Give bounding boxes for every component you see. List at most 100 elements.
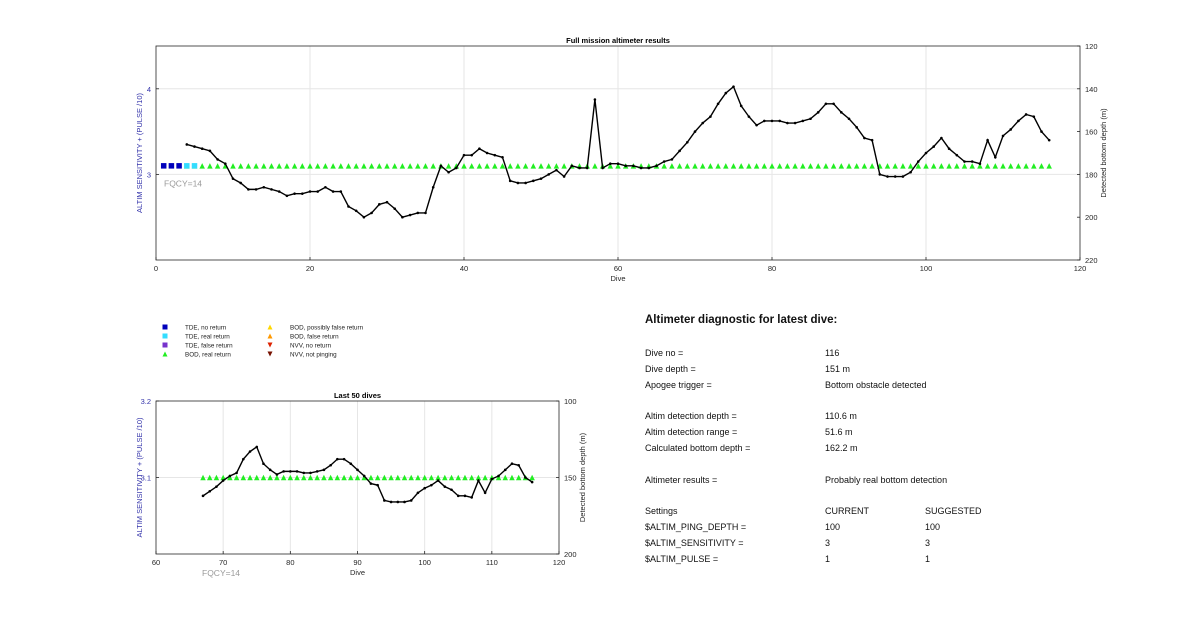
- depth-data-point: [678, 149, 681, 153]
- marker-point: [230, 163, 236, 169]
- marker-point: [261, 163, 267, 169]
- depth-data-point: [324, 185, 327, 189]
- calc-bottom-row: Calculated bottom depth = 162.2 m: [645, 443, 1065, 455]
- apogee-value: Bottom obstacle detected: [825, 380, 927, 390]
- y-left-axis-label: ALTIM SENSITIVITY + (PULSE /10): [135, 417, 144, 537]
- depth-data-point: [308, 190, 312, 193]
- y-right-tick-label: 100: [564, 397, 577, 406]
- marker-point: [792, 163, 798, 169]
- depth-data-point: [329, 463, 332, 467]
- depth-data-point: [632, 164, 635, 168]
- marker-point: [391, 163, 398, 169]
- depth-data-point: [336, 457, 339, 461]
- depth-data-point: [235, 471, 238, 475]
- marker-point: [684, 163, 691, 169]
- altim-det-depth-label: Altim detection depth =: [645, 411, 737, 421]
- marker-point: [287, 474, 294, 481]
- marker-point: [442, 474, 448, 481]
- depth-data-point: [322, 468, 326, 472]
- marker-point: [207, 163, 213, 169]
- depth-data-point: [409, 499, 413, 502]
- marker-point: [354, 474, 361, 481]
- marker-point: [274, 474, 280, 481]
- depth-data-point: [275, 473, 279, 476]
- depth-data-point: [870, 138, 874, 142]
- marker-point: [455, 474, 461, 481]
- marker-point: [338, 163, 344, 169]
- depth-data-point: [456, 494, 460, 498]
- depth-data-point: [356, 468, 359, 472]
- marker-point: [199, 163, 205, 169]
- depth-data-point: [670, 158, 674, 161]
- depth-data-point: [483, 491, 487, 495]
- marker-point: [692, 163, 698, 169]
- marker-point: [1007, 163, 1014, 169]
- legend-marker: [267, 351, 273, 357]
- depth-data-point: [362, 474, 366, 478]
- sensitivity-label: $ALTIM_SENSITIVITY =: [645, 538, 744, 548]
- depth-data-point: [255, 445, 259, 449]
- depth-data-point: [354, 209, 358, 213]
- marker-point: [368, 163, 375, 169]
- marker-point: [746, 163, 752, 169]
- y-right-tick-label: 180: [1085, 170, 1098, 179]
- depth-data-point: [401, 215, 404, 219]
- fqcy-annotation: FQCY=14: [202, 568, 240, 578]
- ping-depth-label: $ALTIM_PING_DEPTH =: [645, 522, 747, 532]
- depth-data-point: [555, 168, 558, 172]
- y-left-tick-label: 4: [147, 85, 151, 94]
- depth-data-point: [462, 153, 466, 157]
- depth-data-point: [547, 173, 550, 176]
- marker-point: [268, 163, 275, 169]
- depth-data-point: [909, 170, 912, 174]
- marker-point: [214, 163, 221, 169]
- marker-point: [869, 163, 875, 169]
- depth-data-point: [539, 177, 543, 180]
- marker-point: [381, 474, 388, 481]
- marker-point: [923, 163, 929, 169]
- marker-point: [176, 163, 182, 169]
- marker-point: [1000, 163, 1006, 169]
- marker-point: [507, 163, 513, 169]
- pulse-current: 1: [825, 554, 831, 564]
- marker-point: [938, 163, 945, 169]
- marker-point: [348, 474, 354, 481]
- depth-data-point: [228, 474, 232, 478]
- x-tick-label: 120: [553, 558, 566, 567]
- marker-point: [415, 474, 421, 481]
- y-right-tick-label: 120: [1085, 42, 1098, 51]
- depth-data-point: [855, 126, 858, 129]
- pulse-suggested: 1: [925, 554, 931, 564]
- marker-point: [399, 163, 406, 169]
- marker-point: [245, 163, 252, 169]
- marker-point: [992, 163, 999, 169]
- marker-point: [475, 474, 482, 481]
- depth-data-point: [408, 213, 412, 217]
- marker-point: [401, 474, 408, 481]
- depth-data-point: [370, 211, 373, 215]
- dive-no-label: Dive no =: [645, 348, 684, 358]
- depth-data-point: [295, 470, 299, 473]
- depth-data-point: [208, 149, 212, 153]
- marker-point: [421, 474, 428, 481]
- marker-point: [353, 163, 359, 169]
- depth-data-point: [497, 474, 500, 478]
- marker-point: [907, 163, 914, 169]
- depth-data-point: [309, 471, 312, 475]
- ping-depth-suggested: 100: [925, 522, 941, 532]
- depth-data-point: [342, 457, 346, 461]
- depth-data-point: [524, 476, 527, 479]
- depth-data-point: [389, 500, 393, 504]
- depth-data-point: [369, 482, 373, 485]
- marker-point: [227, 474, 233, 481]
- depth-data-point: [778, 119, 781, 123]
- marker-point: [676, 163, 683, 169]
- marker-point: [515, 163, 521, 169]
- depth-data-point: [254, 188, 258, 191]
- legend-marker: [267, 342, 273, 348]
- marker-point: [861, 163, 868, 169]
- depth-data-point: [709, 115, 712, 118]
- depth-data-point: [639, 166, 643, 170]
- depth-data-point: [609, 162, 612, 165]
- marker-point: [561, 163, 567, 169]
